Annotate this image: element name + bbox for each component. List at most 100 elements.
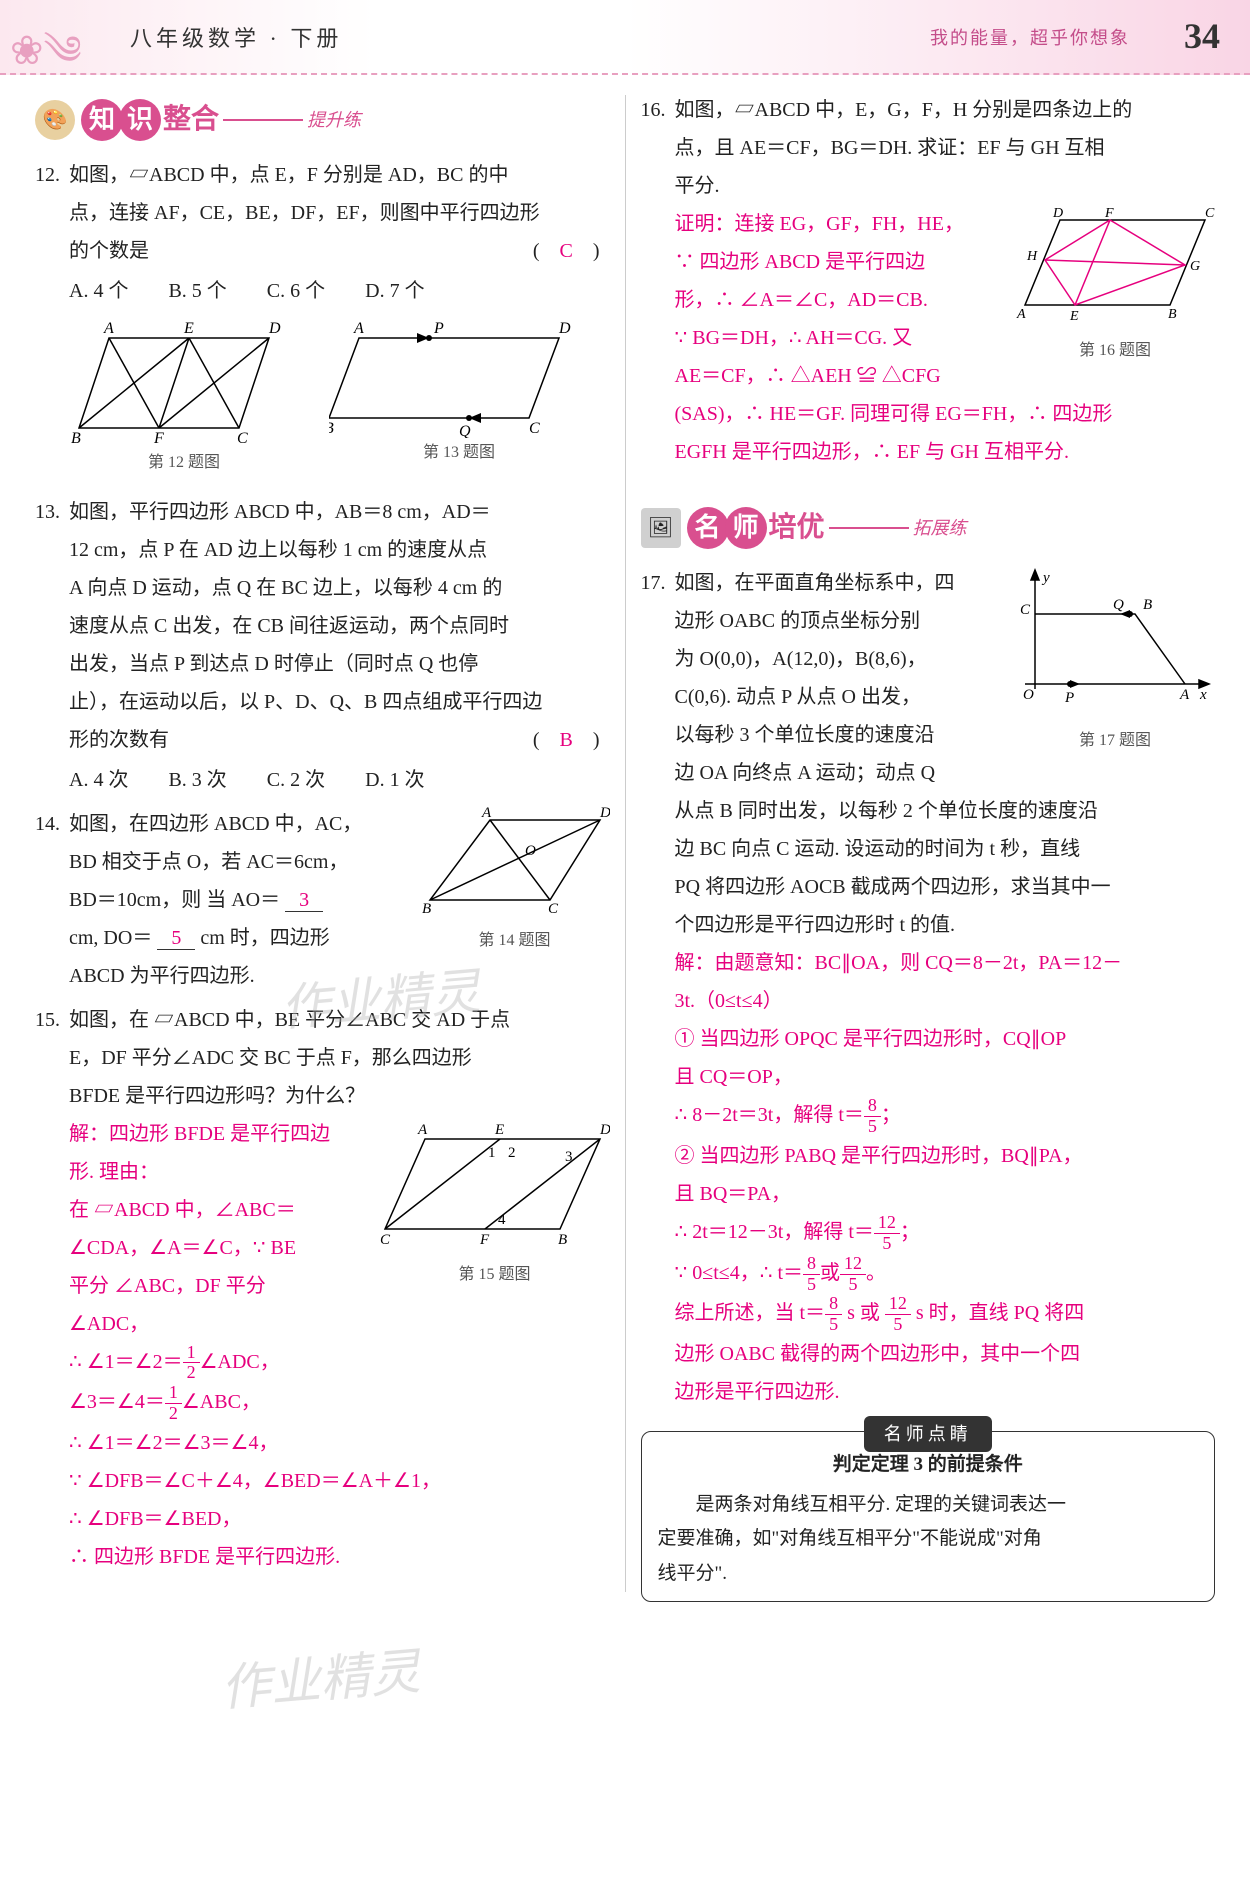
tip-body: 定要准确，如"对角线互相平分"不能说成"对角 xyxy=(658,1522,1199,1556)
svg-text:P: P xyxy=(1064,690,1074,706)
svg-text:B: B xyxy=(71,430,81,447)
figure-caption: 第 15 题图 xyxy=(380,1260,610,1290)
svg-text:C: C xyxy=(380,1232,391,1248)
svg-text:Q: Q xyxy=(459,423,471,438)
question-text: ABCD 为平行四边形. xyxy=(69,957,610,995)
easel-icon: 🖼 xyxy=(641,508,681,548)
svg-text:D: D xyxy=(599,1122,610,1138)
answer-letter: B xyxy=(559,729,572,751)
fill-blank: 5 xyxy=(157,927,195,950)
figure-caption: 第 14 题图 xyxy=(420,926,610,956)
tip-badge: 名师点睛 xyxy=(864,1416,992,1452)
question-text: 出发，当点 P 到达点 D 时停止（同时点 Q 也停 xyxy=(69,645,610,683)
section-knowledge-badge: 🎨 知 识 整合 提升练 xyxy=(35,93,361,146)
figure-14: A D B C O 第 14 题图 xyxy=(420,805,610,957)
badge-tag: 提升练 xyxy=(307,103,361,137)
svg-text:E: E xyxy=(494,1122,504,1138)
choice-d: D. 1 次 xyxy=(365,761,424,799)
question-text: 12 cm，点 P 在 AD 边上以每秒 1 cm 的速度从点 xyxy=(69,531,610,569)
svg-text:F: F xyxy=(479,1232,490,1248)
figure-caption: 第 12 题图 xyxy=(69,448,299,478)
svg-text:B: B xyxy=(1143,597,1152,613)
svg-text:A: A xyxy=(103,320,114,337)
badge-char: 识 xyxy=(119,99,161,141)
question-text: 的个数是 ( C ) xyxy=(69,232,610,270)
question-text: 止），在运动以后，以 P、D、Q、B 四点组成平行四边 xyxy=(69,683,610,721)
page-number: 34 xyxy=(1184,15,1220,57)
question-15: 15. 如图，在 ▱ABCD 中，BE 平分∠ABC 交 AD 于点 E，DF … xyxy=(35,1001,610,1576)
question-text: BFDE 是平行四边形吗？为什么？ xyxy=(69,1077,610,1115)
tip-box: 名师点睛 判定定理 3 的前提条件 是两条对角线互相平分. 定理的关键词表达一 … xyxy=(641,1431,1216,1602)
badge-suffix: 整合 xyxy=(163,93,219,146)
answer-letter: C xyxy=(559,240,572,262)
svg-text:A: A xyxy=(417,1122,428,1138)
svg-text:C: C xyxy=(1020,602,1031,618)
svg-text:C: C xyxy=(237,430,248,447)
question-text: 从点 B 同时出发，以每秒 2 个单位长度的速度沿 xyxy=(675,792,1216,830)
svg-text:Q: Q xyxy=(1113,597,1124,613)
choice-row: A. 4 次 B. 3 次 C. 2 次 D. 1 次 xyxy=(69,761,610,799)
svg-text:D: D xyxy=(599,805,610,821)
left-column: 🎨 知 识 整合 提升练 12. 如图，▱ABCD 中，点 E，F 分别是 AD… xyxy=(20,85,625,1602)
svg-text:F: F xyxy=(1104,206,1114,221)
question-number: 15. xyxy=(35,1001,69,1576)
svg-text:E: E xyxy=(183,320,194,337)
question-text: 如图，在 ▱ABCD 中，BE 平分∠ABC 交 AD 于点 xyxy=(69,1001,610,1039)
choice-a: A. 4 个 xyxy=(69,272,128,310)
question-text: 边 OA 向终点 A 运动；动点 Q xyxy=(675,754,1216,792)
question-text: 边 BC 向点 C 运动. 设运动的时间为 t 秒，直线 xyxy=(675,830,1216,868)
section-teacher-badge: 🖼 名 师 培优 拓展练 xyxy=(641,501,967,554)
tip-heading: 判定定理 3 的前提条件 xyxy=(658,1448,1199,1482)
question-text: 点，且 AE＝CF，BG＝DH. 求证：EF 与 GH 互相 xyxy=(675,129,1216,167)
figure-caption: 第 16 题图 xyxy=(1015,336,1215,366)
svg-text:A: A xyxy=(1179,687,1190,703)
svg-text:G: G xyxy=(1190,259,1200,274)
svg-text:B: B xyxy=(558,1232,567,1248)
page-header: ❀༄ 八年级数学 · 下册 我的能量，超乎你想象 34 xyxy=(0,0,1250,75)
palette-icon: 🎨 xyxy=(35,100,75,140)
svg-text:F: F xyxy=(153,430,164,447)
solution-17: 解：由题意知：BC∥OA，则 CQ＝8－2t，PA＝12－ 3t.（0≤t≤4）… xyxy=(675,944,1216,1411)
question-text: 形的次数有 ( B ) xyxy=(69,721,610,759)
question-text: 如图，▱ABCD 中，E，G，F，H 分别是四条边上的 xyxy=(675,91,1216,129)
badge-char: 名 xyxy=(687,507,729,549)
question-text: 如图，平行四边形 ABCD 中，AB＝8 cm，AD＝ xyxy=(69,493,610,531)
figure-caption: 第 13 题图 xyxy=(329,438,589,468)
svg-text:O: O xyxy=(525,843,536,859)
svg-text:4: 4 xyxy=(498,1212,506,1228)
question-text: A 向点 D 运动，点 Q 在 BC 边上，以每秒 4 cm 的 xyxy=(69,569,610,607)
question-14: 14. A D B C O xyxy=(35,805,610,995)
svg-text:B: B xyxy=(329,420,334,437)
badge-tag: 拓展练 xyxy=(913,511,967,545)
choice-b: B. 5 个 xyxy=(168,272,226,310)
question-number: 17. xyxy=(641,564,675,1411)
question-text: 个四边形是平行四边形时 t 的值. xyxy=(675,906,1216,944)
choice-a: A. 4 次 xyxy=(69,761,128,799)
question-text: 平分. xyxy=(675,167,1216,205)
figure-16: D F C H G A E B 第 16 题图 xyxy=(1015,205,1215,367)
fill-blank: 3 xyxy=(285,889,323,912)
figure-17: y x O A B C P Q 第 17 题图 xyxy=(1015,564,1215,756)
watermark: 作业精灵 xyxy=(217,1631,423,1720)
svg-text:A: A xyxy=(481,805,492,821)
svg-text:y: y xyxy=(1041,570,1050,586)
svg-text:A: A xyxy=(1016,307,1026,322)
figure-caption: 第 17 题图 xyxy=(1015,726,1215,756)
question-number: 16. xyxy=(641,91,675,471)
svg-text:O: O xyxy=(1023,687,1034,703)
question-number: 12. xyxy=(35,156,69,486)
svg-text:A: A xyxy=(353,320,364,337)
flourish-decoration: ❀༄ xyxy=(0,0,140,75)
svg-text:D: D xyxy=(558,320,571,337)
choice-d: D. 7 个 xyxy=(365,272,424,310)
svg-text:E: E xyxy=(1069,309,1079,324)
question-17: 17. xyxy=(641,564,1216,1411)
svg-text:B: B xyxy=(1168,307,1177,322)
question-text: 如图，▱ABCD 中，点 E，F 分别是 AD，BC 的中 xyxy=(69,156,610,194)
content-columns: 🎨 知 识 整合 提升练 12. 如图，▱ABCD 中，点 E，F 分别是 AD… xyxy=(0,75,1250,1612)
question-text: 点，连接 AF，CE，BE，DF，EF，则图中平行四边形 xyxy=(69,194,610,232)
svg-text:C: C xyxy=(548,901,559,915)
question-number: 13. xyxy=(35,493,69,799)
svg-text:1: 1 xyxy=(488,1145,496,1161)
question-text: PQ 将四边形 AOCB 截成两个四边形，求当其中一 xyxy=(675,868,1216,906)
